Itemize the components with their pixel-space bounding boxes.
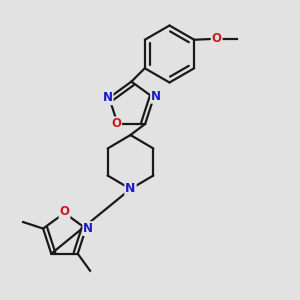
Text: N: N [103,91,112,104]
Text: N: N [125,182,136,196]
Text: N: N [151,90,161,103]
Text: O: O [212,32,222,45]
Text: O: O [111,117,121,130]
Text: O: O [59,205,70,218]
Text: N: N [83,222,93,235]
